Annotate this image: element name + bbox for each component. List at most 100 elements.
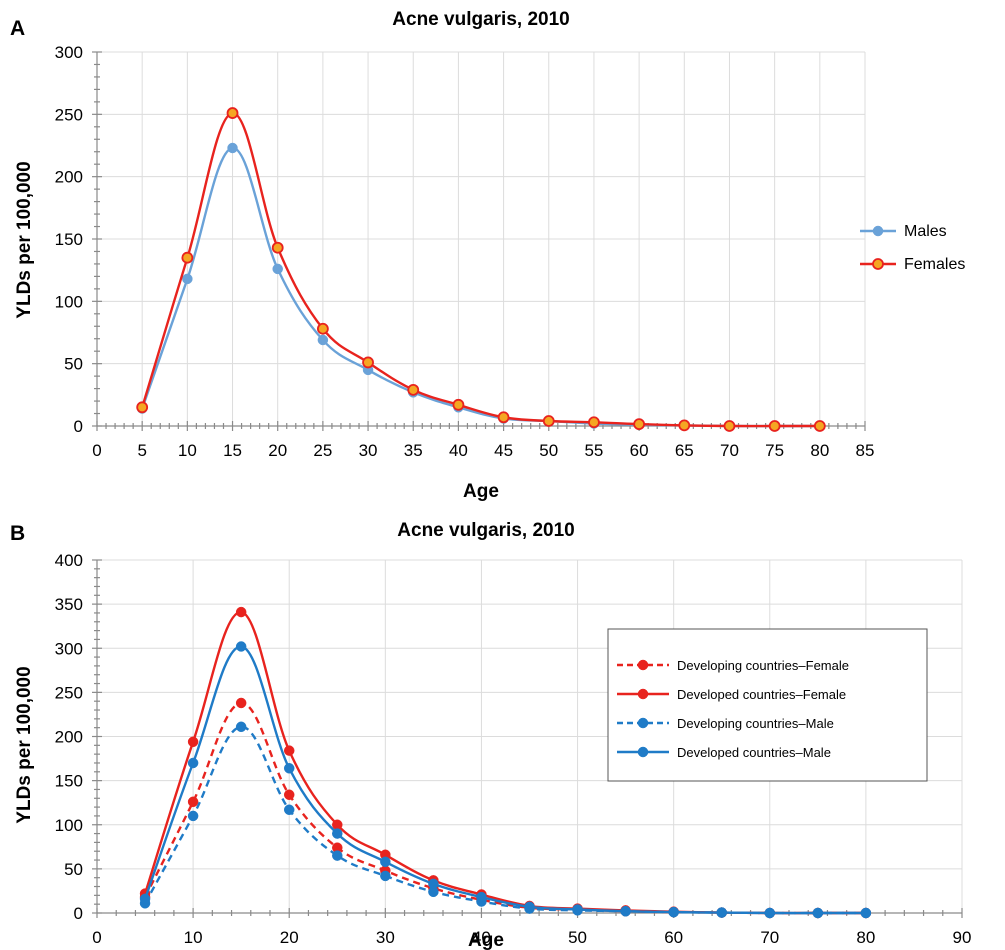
y-tick-label: 150: [55, 230, 83, 249]
legend-label: Males: [904, 223, 947, 240]
data-point: [283, 804, 295, 815]
data-point: [497, 411, 510, 424]
data-point: [542, 415, 555, 427]
data-point: [187, 736, 199, 748]
legend-label: Developed countries–Male: [677, 745, 831, 760]
x-tick-label: 25: [313, 441, 332, 460]
y-tick-label: 300: [55, 43, 83, 62]
x-tick-label: 10: [178, 441, 197, 460]
x-tick-label: 5: [137, 441, 146, 460]
x-tick-label: 50: [568, 928, 587, 947]
x-tick-label: 40: [449, 441, 468, 460]
x-tick-label: 50: [539, 441, 558, 460]
legend-label: Developed countries–Female: [677, 687, 846, 702]
y-tick-label: 150: [55, 772, 83, 791]
panel-a-axes: [92, 51, 866, 431]
data-point: [283, 763, 295, 774]
data-point: [332, 828, 343, 839]
y-tick-label: 50: [64, 355, 83, 374]
legend-swatch-marker: [637, 717, 649, 729]
x-tick-label: 45: [494, 441, 513, 460]
panel-b-legend: Developing countries–Female Developed cou…: [617, 658, 849, 760]
data-point: [860, 907, 872, 919]
legend-swatch-marker: [872, 225, 884, 237]
data-point: [139, 893, 151, 905]
data-point: [235, 606, 247, 618]
legend-swatch-marker: [637, 688, 649, 700]
data-point: [271, 241, 284, 254]
x-tick-label: 35: [404, 441, 423, 460]
x-tick-label: 80: [856, 928, 875, 947]
data-point: [187, 757, 199, 769]
y-tick-label: 250: [55, 683, 83, 702]
x-tick-label: 70: [760, 928, 779, 947]
panel-b-chart: B Acne vulgaris, 2010 YLDs per 100,000 A…: [10, 520, 971, 950]
data-point: [136, 401, 149, 414]
panel-b-legend-box: [607, 628, 928, 782]
panel-a-title: Acne vulgaris, 2010: [392, 9, 569, 30]
x-tick-label: 70: [720, 441, 739, 460]
y-tick-label: 0: [74, 417, 83, 436]
data-point: [716, 907, 727, 918]
y-tick-label: 100: [55, 816, 83, 835]
x-tick-label: 40: [472, 928, 491, 947]
data-point: [723, 420, 736, 432]
y-tick-label: 200: [55, 728, 83, 747]
panel-a-legend: Males Females: [860, 223, 965, 273]
x-tick-label: 0: [92, 441, 101, 460]
y-tick-label: 400: [55, 551, 83, 570]
data-point: [235, 641, 247, 652]
x-tick-label: 65: [675, 441, 694, 460]
legend-label: Developing countries–Male: [677, 716, 834, 731]
data-point: [428, 878, 439, 890]
panel-a-x-axis-title: Age: [463, 481, 499, 502]
panel-a-letter: A: [10, 17, 25, 40]
data-point: [812, 907, 824, 919]
y-tick-label: 50: [64, 860, 83, 879]
y-tick-label: 300: [55, 639, 83, 658]
y-tick-label: 350: [55, 595, 83, 614]
data-point: [476, 891, 487, 903]
panel-a-gridlines: [97, 51, 866, 426]
data-point: [227, 142, 238, 154]
data-point: [764, 907, 776, 919]
panel-a-tick-labels: 0 5 10 15 20 25 30 35 40 45 50 55 60 65 70 75 80 85 0 50 100…: [55, 43, 875, 460]
data-point: [362, 356, 374, 369]
x-tick-label: 75: [765, 441, 784, 460]
x-tick-label: 15: [223, 441, 242, 460]
x-tick-label: 60: [664, 928, 683, 947]
panel-a-chart: A Acne vulgaris, 2010 YLDs per 100,000 A…: [10, 9, 965, 502]
data-point: [235, 721, 247, 733]
x-tick-label: 90: [953, 928, 972, 947]
x-tick-label: 30: [376, 928, 395, 947]
x-tick-label: 10: [184, 928, 203, 947]
data-point: [380, 856, 391, 868]
data-point: [678, 419, 691, 432]
data-point: [226, 107, 239, 119]
data-point: [813, 420, 826, 432]
legend-label: Females: [904, 256, 965, 273]
data-point: [235, 697, 247, 709]
data-point: [283, 745, 295, 756]
data-point: [272, 263, 283, 275]
panel-b-series: [139, 606, 872, 919]
legend-label: Developing countries–Female: [677, 658, 849, 673]
data-point: [668, 906, 679, 918]
x-tick-label: 0: [92, 928, 101, 947]
y-tick-label: 0: [74, 904, 83, 923]
panel-b-x-axis-title: Age: [468, 930, 504, 950]
data-point: [768, 420, 781, 432]
data-point: [572, 904, 583, 915]
data-point: [187, 810, 199, 822]
y-tick-label: 250: [55, 105, 83, 124]
data-point: [452, 398, 465, 411]
data-point: [187, 796, 199, 808]
data-point: [317, 334, 329, 346]
y-tick-label: 100: [55, 292, 83, 311]
x-tick-label: 20: [280, 928, 299, 947]
data-point: [316, 322, 329, 335]
panel-b-letter: B: [10, 522, 25, 545]
y-tick-label: 200: [55, 168, 83, 187]
data-point: [332, 850, 343, 861]
